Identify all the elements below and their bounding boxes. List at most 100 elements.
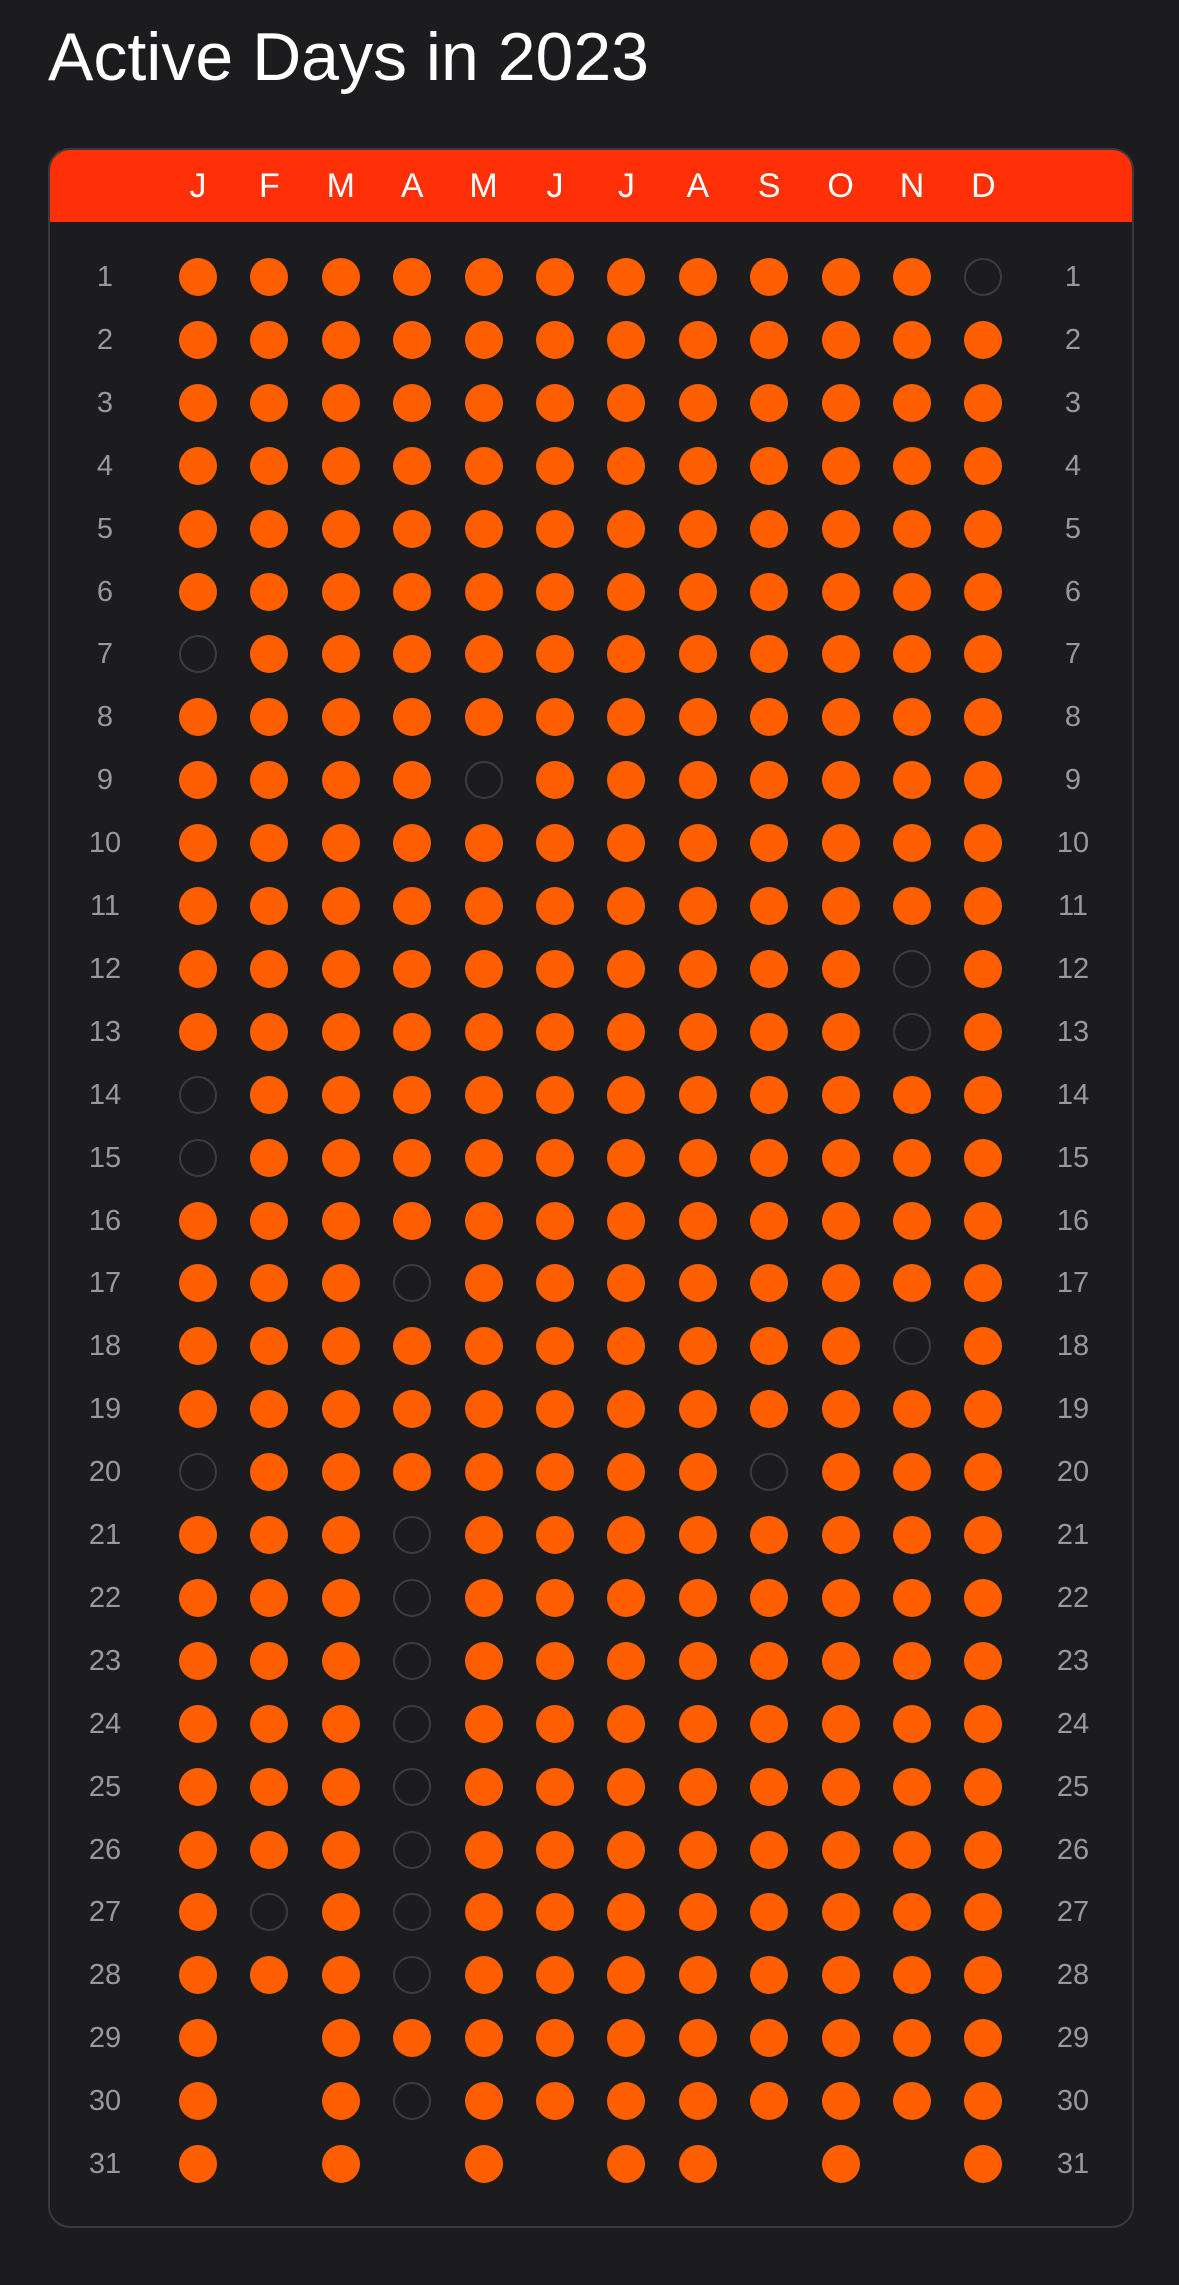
active-day-dot — [821, 2145, 860, 2183]
active-day-dot — [321, 258, 360, 296]
active-day-dot — [821, 635, 860, 674]
active-day-dot — [179, 509, 217, 548]
day-number-left: 27 — [88, 1896, 122, 1929]
active-day-dot — [821, 258, 860, 296]
active-day-dot — [250, 1138, 289, 1177]
active-day-dot — [750, 1264, 789, 1303]
active-day-dot — [536, 949, 574, 988]
day-number-left: 21 — [88, 1519, 122, 1551]
inactive-day-dot — [179, 1075, 217, 1114]
day-number-right: 23 — [1056, 1644, 1090, 1677]
active-day-dot — [821, 1390, 860, 1429]
active-day-dot — [250, 1704, 289, 1743]
active-day-dot — [893, 761, 931, 800]
day-number-right: 28 — [1056, 1959, 1090, 1992]
day-number-right: 1 — [1064, 261, 1082, 293]
day-number-right: 25 — [1056, 1770, 1090, 1803]
active-day-dot — [536, 1453, 574, 1492]
active-day-dot — [464, 1012, 503, 1051]
active-day-dot — [250, 949, 289, 988]
day-number-right: 12 — [1056, 952, 1090, 985]
day-number-left: 12 — [88, 952, 122, 985]
active-day-dot — [536, 572, 574, 611]
active-day-dot — [321, 1327, 360, 1366]
active-day-dot — [250, 320, 289, 359]
active-day-dot — [821, 1893, 860, 1932]
active-day-dot — [464, 949, 503, 988]
active-day-dot — [250, 509, 289, 548]
day-number-left: 22 — [88, 1581, 122, 1614]
active-day-dot — [536, 446, 574, 485]
active-day-dot — [964, 949, 1003, 988]
active-day-dot — [893, 1075, 931, 1114]
active-day-dot — [536, 824, 574, 863]
active-day-dot — [750, 1327, 789, 1366]
active-day-dot — [893, 1578, 931, 1617]
day-number-left: 16 — [88, 1204, 122, 1237]
active-day-dot — [893, 1704, 931, 1743]
active-day-dot — [678, 2145, 717, 2183]
day-number-left: 2 — [96, 323, 114, 356]
active-day-dot — [678, 1201, 717, 1240]
active-day-dot — [607, 698, 646, 737]
active-day-dot — [464, 2145, 503, 2183]
day-number-left: 1 — [96, 261, 114, 293]
active-day-dot — [179, 1516, 217, 1554]
inactive-day-dot — [179, 1453, 217, 1492]
day-number-right: 10 — [1056, 827, 1090, 860]
active-day-dot — [964, 1767, 1003, 1806]
month-label: J — [617, 167, 635, 205]
inactive-day-dot — [393, 1578, 432, 1617]
active-day-dot — [393, 1327, 432, 1366]
active-day-dot — [250, 258, 289, 296]
active-day-dot — [464, 1264, 503, 1303]
active-day-dot — [536, 1641, 574, 1680]
active-day-dot — [393, 698, 432, 737]
active-day-dot — [393, 446, 432, 485]
active-day-dot — [607, 1704, 646, 1743]
active-day-dot — [321, 698, 360, 737]
day-number-right: 22 — [1056, 1581, 1090, 1614]
day-number-right: 24 — [1056, 1707, 1090, 1740]
active-day-dot — [964, 824, 1003, 863]
active-day-dot — [964, 572, 1003, 611]
active-day-dot — [179, 2019, 217, 2058]
active-day-dot — [964, 320, 1003, 359]
day-number-left: 18 — [88, 1330, 122, 1363]
active-day-dot — [464, 509, 503, 548]
active-day-dot — [893, 1767, 931, 1806]
active-day-dot — [321, 1453, 360, 1492]
active-day-dot — [321, 1012, 360, 1051]
active-day-dot — [750, 1830, 789, 1869]
active-day-dot — [179, 1767, 217, 1806]
day-number-right: 30 — [1056, 2085, 1090, 2118]
active-day-dot — [678, 1956, 717, 1995]
active-day-dot — [179, 1641, 217, 1680]
active-day-dot — [321, 572, 360, 611]
active-day-dot — [750, 320, 789, 359]
active-day-dot — [678, 1453, 717, 1492]
active-day-dot — [678, 1893, 717, 1932]
day-number-left: 19 — [88, 1393, 122, 1426]
active-day-dot — [464, 1704, 503, 1743]
active-day-dot — [821, 1453, 860, 1492]
active-day-dot — [179, 1830, 217, 1869]
day-number-left: 20 — [88, 1456, 122, 1489]
active-day-dot — [964, 887, 1003, 925]
active-day-dot — [964, 1327, 1003, 1366]
active-day-dot — [321, 1138, 360, 1177]
active-day-dot — [607, 1390, 646, 1429]
active-day-dot — [893, 572, 931, 611]
active-day-dot — [321, 383, 360, 422]
active-day-dot — [536, 1956, 574, 1995]
active-day-dot — [321, 1830, 360, 1869]
active-day-dot — [821, 1704, 860, 1743]
active-day-dot — [821, 824, 860, 863]
day-number-left: 17 — [88, 1267, 122, 1300]
active-day-dot — [607, 1138, 646, 1177]
active-day-dot — [179, 320, 217, 359]
inactive-day-dot — [393, 1516, 432, 1554]
active-day-dot — [250, 824, 289, 863]
active-day-dot — [321, 1516, 360, 1554]
active-day-dot — [536, 383, 574, 422]
